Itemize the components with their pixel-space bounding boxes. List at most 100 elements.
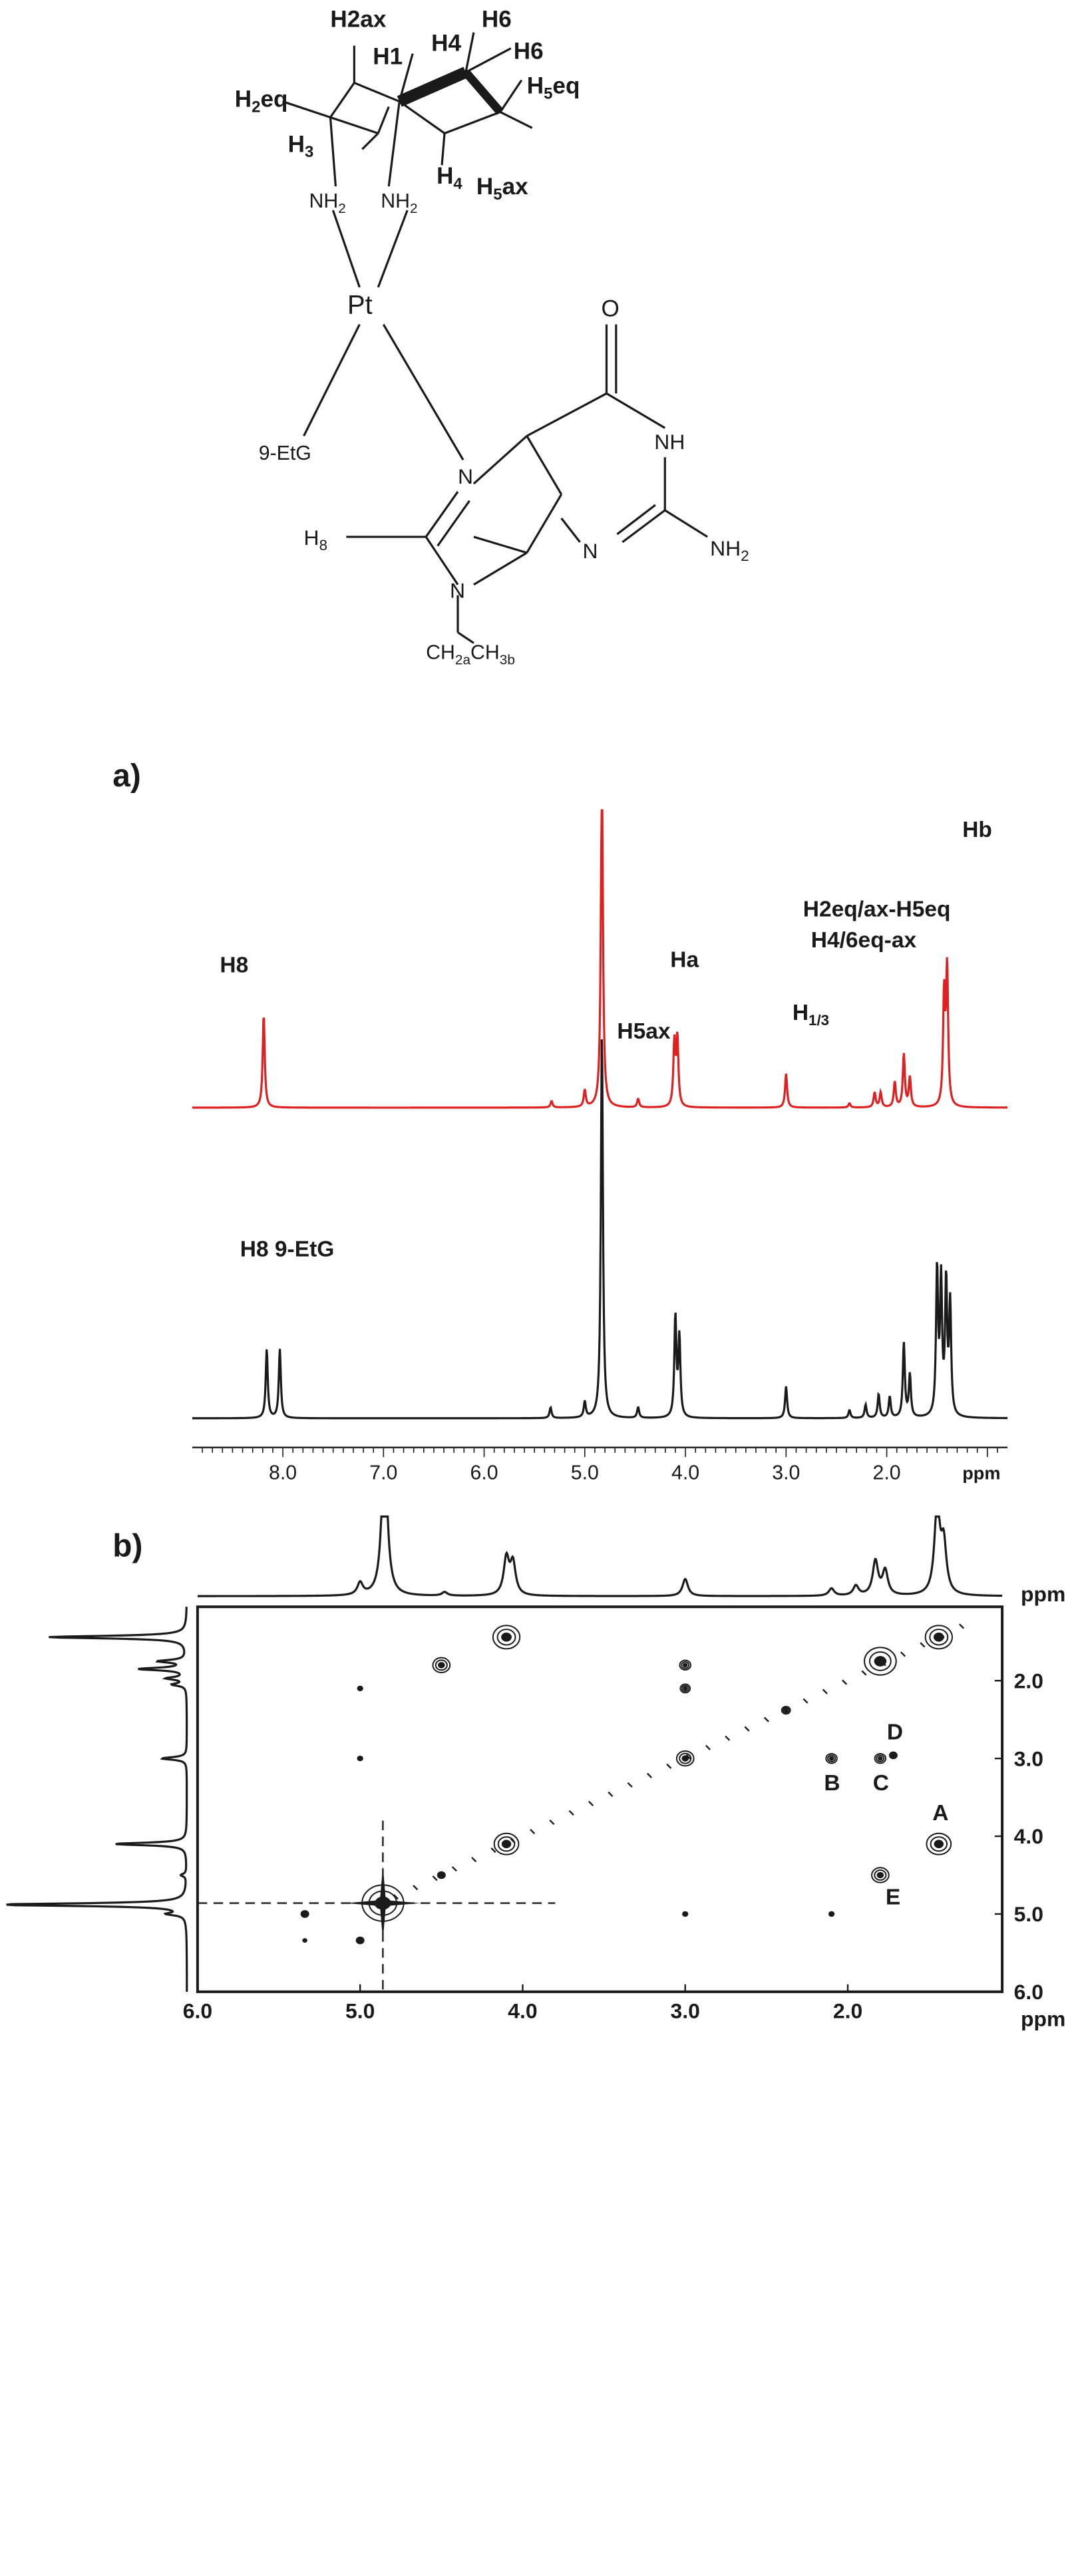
cross-peak xyxy=(871,1867,890,1883)
contour-ring xyxy=(683,1911,688,1917)
contour-ring xyxy=(355,1936,365,1945)
label-h8-free: H8 9-EtG xyxy=(240,1237,335,1261)
contour-core xyxy=(829,1756,834,1760)
diagonal-mark xyxy=(958,1623,965,1629)
atom-n7: N xyxy=(458,464,473,488)
contour-ring xyxy=(496,1629,516,1646)
panel-a-tick-label: 3.0 xyxy=(772,1462,800,1484)
contour-core xyxy=(501,1633,512,1641)
cross-peak xyxy=(679,1659,692,1671)
contour-ring xyxy=(825,1752,838,1764)
diagonal-peak xyxy=(675,1750,695,1767)
spectrum-black-trace xyxy=(192,1039,1008,1420)
contour-ring xyxy=(781,1706,791,1715)
diagonal-mark xyxy=(842,1679,848,1685)
diagonal-mark xyxy=(627,1782,633,1788)
panel-a-1h-spectra: a) 8.0 7.0 6.0 5.0 4.0 3.0 2.0 ppm H8 H5ax Ha … xyxy=(112,758,1008,1484)
ethyl-label: CH2aCH3b xyxy=(426,641,515,667)
contour-ring xyxy=(679,1659,692,1671)
contour-core xyxy=(684,1913,687,1915)
label-bracket-line1: H2eq/ax-H5eq xyxy=(803,897,951,922)
panel-a-tick-label: 7.0 xyxy=(369,1462,397,1484)
cross-peak-label-a: A xyxy=(932,1801,948,1826)
panel-b-x-tick-label: 2.0 xyxy=(833,1999,862,2023)
diagonal-mark xyxy=(530,1828,536,1835)
panel-a-tick-label: 8.0 xyxy=(269,1462,297,1484)
contour-ring xyxy=(493,1832,520,1855)
cross-peak xyxy=(432,1657,451,1674)
map-peaks xyxy=(197,1623,965,1992)
cross-peak xyxy=(828,1911,835,1917)
cross-peak xyxy=(874,1752,887,1764)
cross-peak xyxy=(357,1685,363,1692)
contour-ring xyxy=(432,1657,451,1674)
panel-b-y-tick-label: 2.0 xyxy=(1014,1669,1043,1692)
atom-nh: NH xyxy=(654,430,685,454)
contour-core xyxy=(304,1939,306,1941)
diagonal-peak xyxy=(924,1625,954,1650)
cross-peak-labels: A B C D E xyxy=(824,1720,948,1910)
contour-core xyxy=(359,1758,361,1760)
contour-ring xyxy=(890,1752,897,1758)
cross-peak xyxy=(926,1832,952,1855)
contour-core xyxy=(440,1873,443,1877)
diagonal-mark xyxy=(646,1772,653,1778)
diagonal-mark xyxy=(549,1819,555,1826)
atom-h8: H8 xyxy=(304,526,327,554)
contour-core xyxy=(359,1939,362,1942)
diagonal-mark xyxy=(608,1791,614,1797)
cross-peak xyxy=(302,1938,307,1943)
diagonal-mark xyxy=(920,1642,926,1648)
atom-h6-b: H6 xyxy=(514,39,544,65)
cross-peak xyxy=(888,1751,898,1760)
atom-h4-low: H4 xyxy=(437,163,462,193)
label-hb: Hb xyxy=(962,818,992,842)
structure-labels: H2ax H1 H4 H6 H6 H2eq H5eq H3 H4 H5ax NH… xyxy=(235,7,749,668)
contour-ring xyxy=(679,1683,691,1694)
panel-a-ticks: 8.0 7.0 6.0 5.0 4.0 3.0 2.0 xyxy=(202,1447,998,1484)
contour-core xyxy=(933,1633,944,1641)
cross-peak-label-e: E xyxy=(886,1885,900,1909)
panel-a-label: a) xyxy=(112,758,141,794)
atom-nh2-ring: NH2 xyxy=(710,536,749,564)
atom-n3: N xyxy=(583,539,598,563)
panel-b-x-tick-label: 5.0 xyxy=(345,1999,375,2023)
cross-peak xyxy=(355,1936,365,1945)
contour-core xyxy=(830,1913,833,1915)
cross-peak xyxy=(682,1911,689,1917)
cross-peak xyxy=(492,1625,521,1650)
diagonal-mark xyxy=(666,1763,672,1769)
atom-h1: H1 xyxy=(373,44,403,70)
left-projection-trace xyxy=(6,1607,188,1992)
contour-ring xyxy=(864,1647,897,1676)
panel-b-ticks: 6.0 5.0 4.0 3.0 2.0 2.0 3.0 4.0 5.0 6.0 xyxy=(183,1669,1043,2022)
contour-core xyxy=(874,1656,887,1667)
contour-ring xyxy=(357,1686,363,1691)
chemical-structure xyxy=(282,32,708,644)
panel-a-tick-label: 2.0 xyxy=(873,1462,901,1484)
atom-h6-a: H6 xyxy=(482,7,512,33)
label-h13: H1/3 xyxy=(793,1001,829,1029)
diagonal-mark xyxy=(588,1800,594,1806)
contour-core xyxy=(784,1708,788,1712)
panel-b-y-tick-label: 4.0 xyxy=(1014,1824,1043,1848)
diagonal-peak xyxy=(864,1647,897,1676)
diagonal-mark xyxy=(568,1810,574,1816)
contour-ring xyxy=(682,1911,689,1917)
contour-ring xyxy=(888,1751,898,1760)
atom-h5ax: H5ax xyxy=(476,174,528,204)
label-h8: H8 xyxy=(220,953,248,977)
contour-ring xyxy=(874,1869,887,1881)
panel-b-x-tick-label: 3.0 xyxy=(671,1999,700,2023)
contour-core xyxy=(878,1756,883,1760)
cross-peak xyxy=(357,1755,363,1762)
contour-ring xyxy=(497,1836,516,1852)
contour-core xyxy=(934,1840,944,1848)
cross-peak-label-c: C xyxy=(873,1771,889,1796)
contour-ring xyxy=(679,1752,692,1764)
atom-pt: Pt xyxy=(347,291,373,320)
diagonal-mark xyxy=(744,1726,750,1732)
contour-ring xyxy=(437,1871,446,1879)
diagonal-mark xyxy=(861,1670,867,1676)
contour-ring xyxy=(435,1659,448,1671)
